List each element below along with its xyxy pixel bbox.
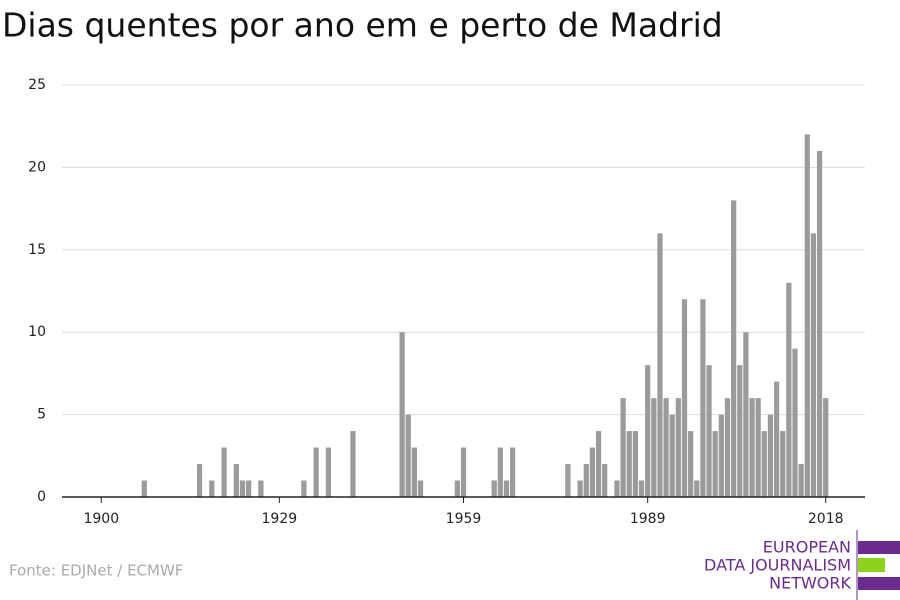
bar	[669, 414, 675, 497]
bar	[681, 299, 688, 497]
y-tick-label: 5	[37, 407, 46, 423]
bar	[510, 447, 516, 497]
x-tick-label: 1959	[446, 511, 482, 527]
bar	[743, 332, 749, 497]
chart-title: Dias quentes por ano em e perto de Madri…	[2, 6, 723, 45]
bar	[761, 431, 767, 497]
logo-text: NETWORK	[769, 574, 851, 593]
bar	[798, 464, 804, 497]
x-tick-label: 1989	[630, 511, 666, 527]
bar	[792, 348, 798, 497]
bar	[712, 431, 718, 497]
bar	[724, 398, 731, 497]
bar	[823, 398, 829, 497]
bar	[602, 464, 608, 497]
bar	[737, 365, 743, 497]
bar	[497, 447, 503, 497]
bar	[221, 447, 227, 497]
bar	[614, 480, 620, 497]
bar	[626, 431, 632, 497]
bar	[810, 233, 817, 497]
bar	[417, 480, 424, 497]
bar	[399, 332, 405, 497]
bar	[620, 398, 626, 497]
bar	[767, 414, 774, 497]
bar	[706, 365, 712, 497]
bar	[694, 480, 700, 497]
logo-text: DATA JOURNALISM	[704, 556, 851, 575]
x-tick-label: 1900	[83, 511, 119, 527]
bar	[816, 150, 823, 498]
logo: EUROPEAN DATA JOURNALISM NETWORK	[704, 530, 900, 600]
bar	[663, 398, 669, 497]
bar	[718, 414, 724, 497]
bar	[755, 398, 761, 497]
logo-text: EUROPEAN	[763, 538, 851, 557]
bar	[804, 134, 810, 497]
y-tick-label: 0	[37, 489, 46, 505]
bar	[589, 447, 596, 497]
bar	[577, 480, 583, 497]
y-tick-label: 15	[28, 242, 46, 258]
bar	[239, 480, 246, 497]
bar	[325, 447, 332, 497]
bar	[632, 431, 639, 497]
bar	[246, 480, 252, 497]
y-tick-label: 10	[28, 324, 46, 340]
bar	[460, 447, 467, 497]
y-tick-label: 20	[28, 159, 46, 175]
bar	[780, 431, 786, 497]
logo-bar	[858, 541, 900, 554]
bar	[638, 480, 645, 497]
bar	[773, 381, 780, 497]
bar	[313, 447, 319, 497]
bar	[196, 464, 203, 497]
bar	[749, 398, 755, 497]
y-tick-label: 25	[28, 77, 46, 93]
x-tick-label: 1929	[262, 511, 298, 527]
bar	[405, 414, 411, 497]
bar	[454, 480, 460, 497]
bar	[411, 447, 417, 497]
bar	[786, 282, 792, 497]
bar	[301, 480, 307, 497]
bar	[258, 480, 264, 497]
bar	[595, 431, 602, 497]
bar	[565, 464, 571, 497]
logo-bar	[858, 577, 900, 590]
bar	[491, 480, 497, 497]
bar	[657, 233, 663, 497]
bar	[209, 480, 215, 497]
logo-bar	[858, 558, 885, 572]
source: Fonte: EDJNet / ECMWF	[9, 562, 183, 580]
bar	[675, 398, 681, 497]
bar	[503, 480, 510, 497]
bar	[731, 200, 737, 498]
bar	[651, 398, 657, 497]
bar	[688, 431, 694, 497]
x-tick-label: 2018	[808, 511, 844, 527]
bar	[233, 464, 239, 497]
bar	[645, 365, 651, 497]
bar	[583, 464, 589, 497]
bar	[350, 431, 356, 497]
bar	[700, 299, 706, 497]
bar	[141, 480, 147, 497]
